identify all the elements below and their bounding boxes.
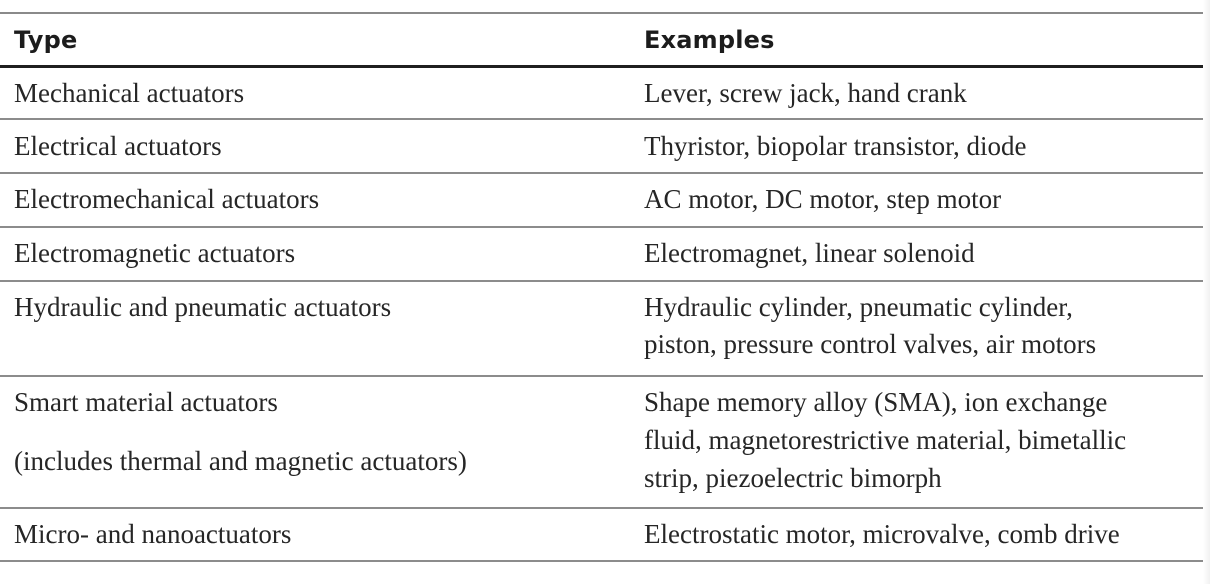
row-type-line: Hydraulic and pneumatic actuators	[14, 292, 392, 322]
row-examples-line: Hydraulic cylinder, pneumatic cylinder,	[644, 292, 1073, 322]
table-row: Mechanical actuators Lever, screw jack, …	[0, 68, 1203, 120]
row-type-line: Electrical actuators	[14, 131, 222, 161]
row-examples-line: Electromagnet, linear solenoid	[644, 238, 975, 268]
row-type-line: Micro- and nanoactuators	[14, 519, 292, 549]
row-examples-line: strip, piezoelectric bimorph	[644, 463, 942, 493]
row-examples-line: piston, pressure control valves, air mot…	[644, 329, 1097, 359]
table-top-rule	[0, 12, 1203, 14]
row-divider	[0, 226, 1203, 228]
table-row: Electromechanical actuators AC motor, DC…	[0, 174, 1203, 228]
row-examples-line: fluid, magnetorestrictive material, bime…	[644, 425, 1127, 455]
row-divider	[0, 172, 1203, 174]
header-examples: Examples	[644, 26, 775, 54]
row-type-line: Electromagnetic actuators	[14, 238, 296, 268]
row-examples-line: AC motor, DC motor, step motor	[644, 184, 1002, 214]
row-examples-line: Shape memory alloy (SMA), ion exchange	[644, 387, 1108, 417]
row-type-line: Mechanical actuators	[14, 78, 245, 108]
row-examples-line: Thyristor, biopolar transistor, diode	[644, 131, 1027, 161]
row-divider	[0, 280, 1203, 282]
row-divider	[0, 118, 1203, 120]
row-examples-line: Lever, screw jack, hand crank	[644, 78, 967, 108]
row-examples-line: Electrostatic motor, microvalve, comb dr…	[644, 519, 1120, 549]
row-type-line: Smart material actuators	[14, 387, 278, 417]
table-row: Electromagnetic actuators Electromagnet,…	[0, 228, 1203, 282]
row-type-line: Electromechanical actuators	[14, 184, 320, 214]
table-row: Electrical actuators Thyristor, biopolar…	[0, 120, 1203, 174]
row-type-line: (includes thermal and magnetic actuators…	[14, 446, 467, 476]
header-rule	[0, 65, 1203, 68]
header-type: Type	[14, 26, 78, 54]
page-edge-shadow	[1203, 0, 1210, 584]
table-row: Hydraulic and pneumatic actuators Hydrau…	[0, 282, 1203, 377]
row-divider	[0, 507, 1203, 509]
table-row: Smart material actuators (includes therm…	[0, 377, 1203, 509]
row-divider	[0, 375, 1203, 377]
table-row: Micro- and nanoactuators Electrostatic m…	[0, 509, 1203, 562]
table-header: Type Examples	[0, 14, 1203, 66]
row-divider	[0, 560, 1203, 562]
